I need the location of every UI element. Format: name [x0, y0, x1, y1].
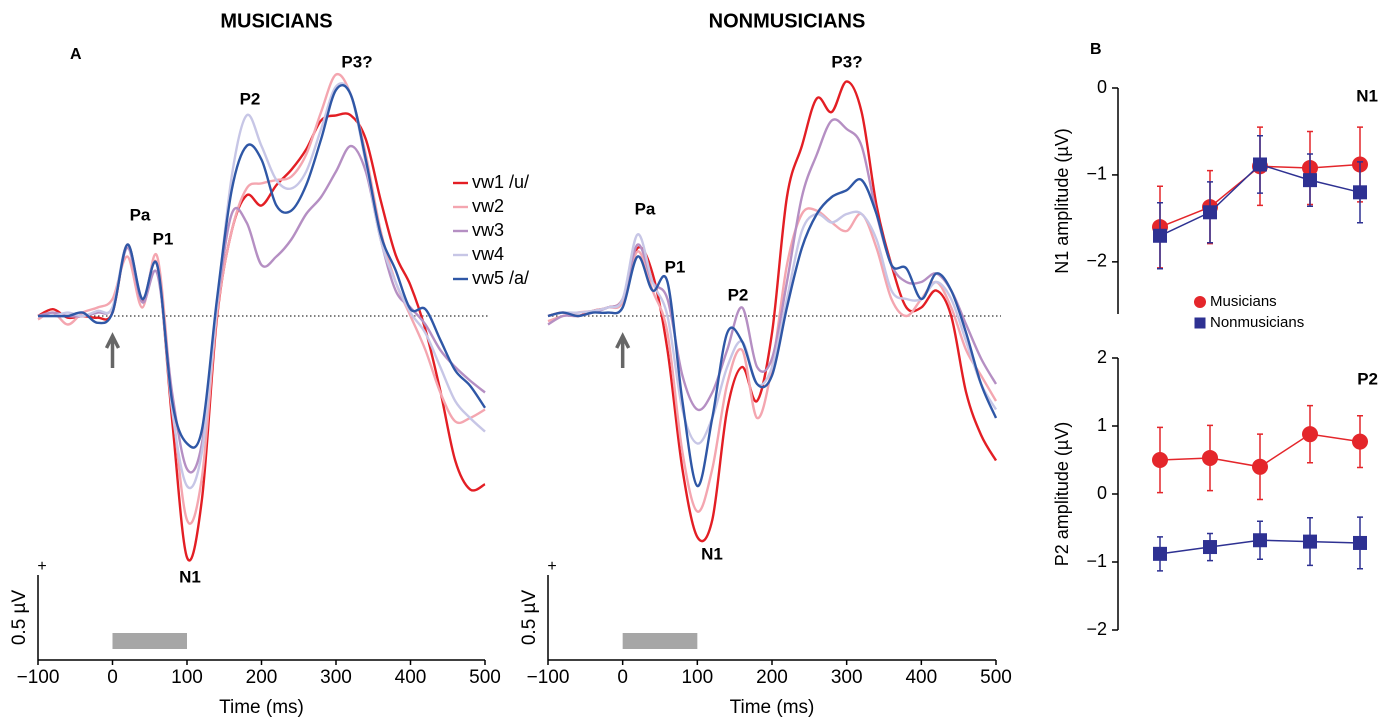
- x-tick-label: −100: [527, 667, 570, 688]
- x-tick-label: 300: [320, 667, 352, 688]
- x-tick-label: 200: [756, 667, 788, 688]
- legend-label: vw2: [472, 196, 504, 216]
- marker: [1253, 533, 1267, 548]
- y-axis-label: N1 amplitude (µV): [1052, 128, 1072, 273]
- y-tick-label: −2: [1086, 251, 1107, 271]
- peak-label: P1: [665, 257, 686, 276]
- x-tick-label: 400: [395, 667, 427, 688]
- marker: [1303, 534, 1317, 549]
- marker: [1203, 540, 1217, 555]
- erp-line: [37, 82, 486, 490]
- legend-label: Nonmusicians: [1210, 314, 1304, 331]
- legend-label: vw3: [472, 220, 504, 240]
- x-tick-label: 400: [905, 667, 937, 688]
- x-tick-label: 0: [107, 667, 118, 688]
- y-tick-label: 0: [1097, 483, 1107, 503]
- legend-label: vw5 /a/: [472, 268, 529, 288]
- chart-title: NONMUSICIANS: [709, 10, 866, 32]
- chart-title: MUSICIANS: [220, 10, 332, 32]
- stimulus-bar: [622, 633, 698, 649]
- legend-label: Musicians: [1210, 293, 1277, 310]
- peak-label: N1: [701, 544, 723, 563]
- y-tick-label: −2: [1086, 619, 1107, 639]
- marker: [1352, 433, 1368, 450]
- marker: [1153, 546, 1167, 561]
- x-axis-label: Time (ms): [219, 697, 304, 718]
- peak-label: P3?: [341, 52, 372, 71]
- marker: [1353, 185, 1367, 200]
- y-tick-label: 1: [1097, 415, 1107, 435]
- x-tick-label: 100: [681, 667, 713, 688]
- x-tick-label: 200: [246, 667, 278, 688]
- scale-sign: +: [37, 558, 46, 575]
- y-tick-label: 2: [1097, 347, 1107, 367]
- plot-title: N1: [1356, 86, 1378, 105]
- x-tick-label: 300: [831, 667, 863, 688]
- marker: [1303, 173, 1317, 188]
- marker: [1202, 449, 1218, 466]
- x-axis-label: Time (ms): [730, 697, 815, 718]
- marker: [1252, 458, 1268, 475]
- x-tick-label: 0: [617, 667, 628, 688]
- panel-label: B: [1090, 41, 1102, 58]
- marker: [1253, 157, 1267, 172]
- y-tick-label: −1: [1086, 551, 1107, 571]
- plot-title: P2: [1357, 369, 1378, 388]
- x-tick-label: −100: [17, 667, 60, 688]
- peak-label: Pa: [130, 205, 151, 224]
- stimulus-bar: [112, 633, 187, 649]
- x-tick-label: 500: [980, 667, 1012, 688]
- scale-label: 0.5 µV: [9, 590, 30, 646]
- y-tick-label: 0: [1097, 77, 1107, 97]
- legend-label: vw1 /u/: [472, 172, 529, 192]
- peak-label: Pa: [635, 199, 656, 218]
- onset-arrow: [615, 332, 631, 368]
- scale-label: 0.5 µV: [519, 590, 540, 646]
- erp-line: [547, 178, 998, 488]
- peak-label: N1: [179, 567, 201, 586]
- marker: [1153, 228, 1167, 243]
- marker: [1353, 535, 1367, 550]
- x-tick-label: 100: [171, 667, 203, 688]
- marker: [1302, 426, 1318, 443]
- legend-marker: [1194, 296, 1206, 308]
- erp-line: [547, 80, 998, 543]
- peak-label: P2: [728, 285, 749, 304]
- peak-label: P2: [240, 89, 261, 108]
- legend-marker: [1194, 317, 1206, 329]
- marker: [1152, 452, 1168, 468]
- onset-arrow: [104, 332, 121, 368]
- peak-label: P3?: [831, 52, 862, 71]
- x-tick-label: 500: [469, 667, 501, 688]
- scale-sign: +: [547, 558, 556, 575]
- y-axis-label: P2 amplitude (µV): [1052, 422, 1072, 566]
- marker: [1203, 205, 1217, 220]
- erp-line: [37, 84, 486, 449]
- erp-line: [37, 112, 486, 562]
- panel-label: A: [70, 46, 82, 63]
- y-tick-label: −1: [1086, 164, 1107, 184]
- legend-label: vw4: [472, 244, 504, 264]
- peak-label: P1: [153, 229, 174, 248]
- erp-line: [37, 72, 486, 525]
